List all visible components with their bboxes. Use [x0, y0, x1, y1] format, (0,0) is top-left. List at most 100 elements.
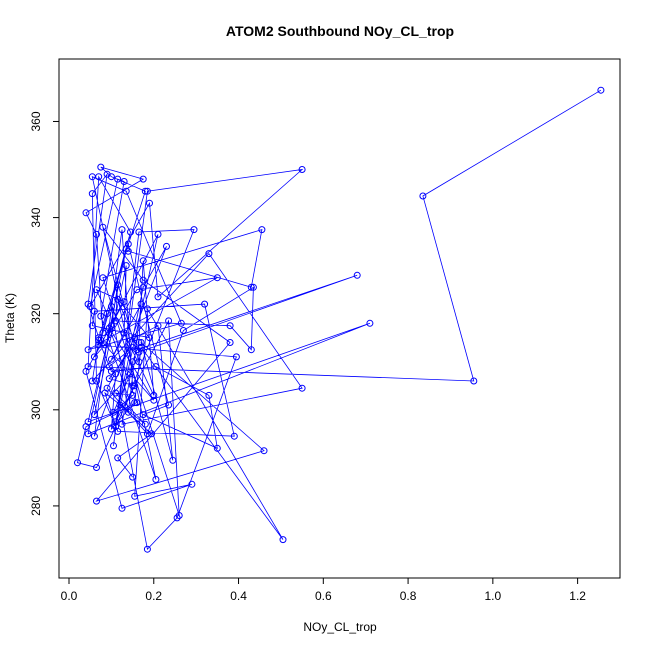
data-point	[258, 226, 266, 234]
data-point	[133, 286, 141, 294]
data-point	[366, 319, 374, 327]
data-point	[201, 300, 209, 308]
data-point	[93, 230, 100, 238]
data-point	[127, 370, 134, 378]
y-tick-label: 320	[29, 303, 43, 323]
data-point	[84, 346, 92, 354]
data-point	[105, 363, 113, 371]
data-point	[230, 432, 238, 440]
x-tick-label: 0.4	[230, 589, 247, 603]
data-point	[298, 166, 306, 173]
data-point	[114, 427, 122, 435]
data-point	[127, 228, 134, 236]
data-point	[247, 346, 255, 354]
points-layer	[74, 86, 605, 553]
data-point	[88, 377, 96, 385]
data-point	[226, 339, 234, 346]
data-point	[154, 322, 162, 330]
data-point	[154, 230, 162, 238]
data-point	[116, 401, 124, 409]
data-point	[122, 262, 130, 270]
data-point	[143, 430, 151, 438]
data-point	[124, 408, 132, 416]
data-point	[82, 423, 90, 431]
data-point	[97, 312, 105, 320]
data-point	[74, 459, 81, 467]
data-point	[88, 190, 96, 198]
data-point	[152, 476, 160, 483]
data-point	[139, 283, 147, 291]
data-point	[188, 480, 196, 488]
data-point	[82, 209, 90, 217]
data-point	[148, 430, 156, 438]
data-point	[129, 382, 137, 390]
data-point	[112, 389, 120, 397]
data-point	[143, 187, 151, 195]
data-point	[190, 226, 198, 234]
data-point	[141, 187, 149, 195]
data-point	[247, 283, 255, 291]
data-point	[120, 329, 128, 337]
data-point	[131, 334, 139, 342]
y-axis-label: Theta (K)	[3, 293, 17, 343]
data-point	[139, 411, 147, 419]
data-point	[146, 334, 153, 342]
data-point	[114, 454, 122, 462]
data-point	[353, 271, 361, 279]
data-point	[88, 322, 96, 330]
series-layer	[77, 89, 602, 551]
data-point	[114, 175, 122, 183]
data-point	[107, 425, 115, 433]
y-tick-label: 280	[29, 496, 43, 516]
data-point	[150, 391, 158, 399]
data-point	[110, 408, 117, 416]
data-point	[99, 274, 107, 282]
data-point	[139, 257, 147, 265]
data-point	[107, 355, 115, 363]
data-point	[131, 382, 139, 390]
data-point	[84, 430, 92, 438]
x-axis: 0.0 0.2 0.4 0.6 0.8 1.0 1.2	[61, 577, 586, 603]
data-point	[177, 319, 185, 327]
data-point	[129, 343, 137, 351]
series-line	[77, 89, 602, 551]
y-axis: 280 300 320 340 360	[29, 111, 60, 516]
data-point	[139, 276, 147, 284]
data-point	[205, 250, 213, 258]
chart-title: ATOM2 Southbound NOy_CL_trop	[226, 23, 454, 39]
data-point	[169, 456, 177, 464]
y-tick-label: 360	[29, 111, 43, 131]
data-point	[213, 444, 221, 452]
data-point	[205, 391, 213, 399]
data-point	[103, 170, 111, 178]
data-point	[131, 492, 139, 500]
data-point	[260, 447, 268, 455]
data-point	[90, 411, 98, 419]
data-point	[419, 192, 427, 200]
data-point	[213, 274, 221, 282]
data-point	[120, 178, 128, 185]
data-point	[249, 283, 257, 291]
data-point	[129, 391, 137, 399]
data-point	[118, 226, 126, 234]
x-axis-label: NOy_CL_trop	[303, 620, 377, 634]
data-point	[93, 464, 100, 471]
y-tick-label: 340	[29, 207, 43, 227]
data-point	[93, 377, 100, 385]
data-point	[226, 322, 234, 330]
x-tick-label: 0.6	[315, 589, 332, 603]
data-point	[105, 324, 113, 332]
data-point	[163, 242, 170, 250]
data-point	[179, 327, 187, 334]
data-point	[114, 295, 122, 303]
data-point	[597, 86, 605, 94]
data-point	[88, 173, 96, 181]
data-point	[150, 396, 158, 404]
data-point	[93, 497, 100, 505]
data-point	[143, 545, 151, 553]
data-point	[143, 305, 151, 313]
data-point	[122, 187, 130, 195]
data-point	[137, 343, 145, 351]
x-tick-label: 0.2	[145, 589, 162, 603]
